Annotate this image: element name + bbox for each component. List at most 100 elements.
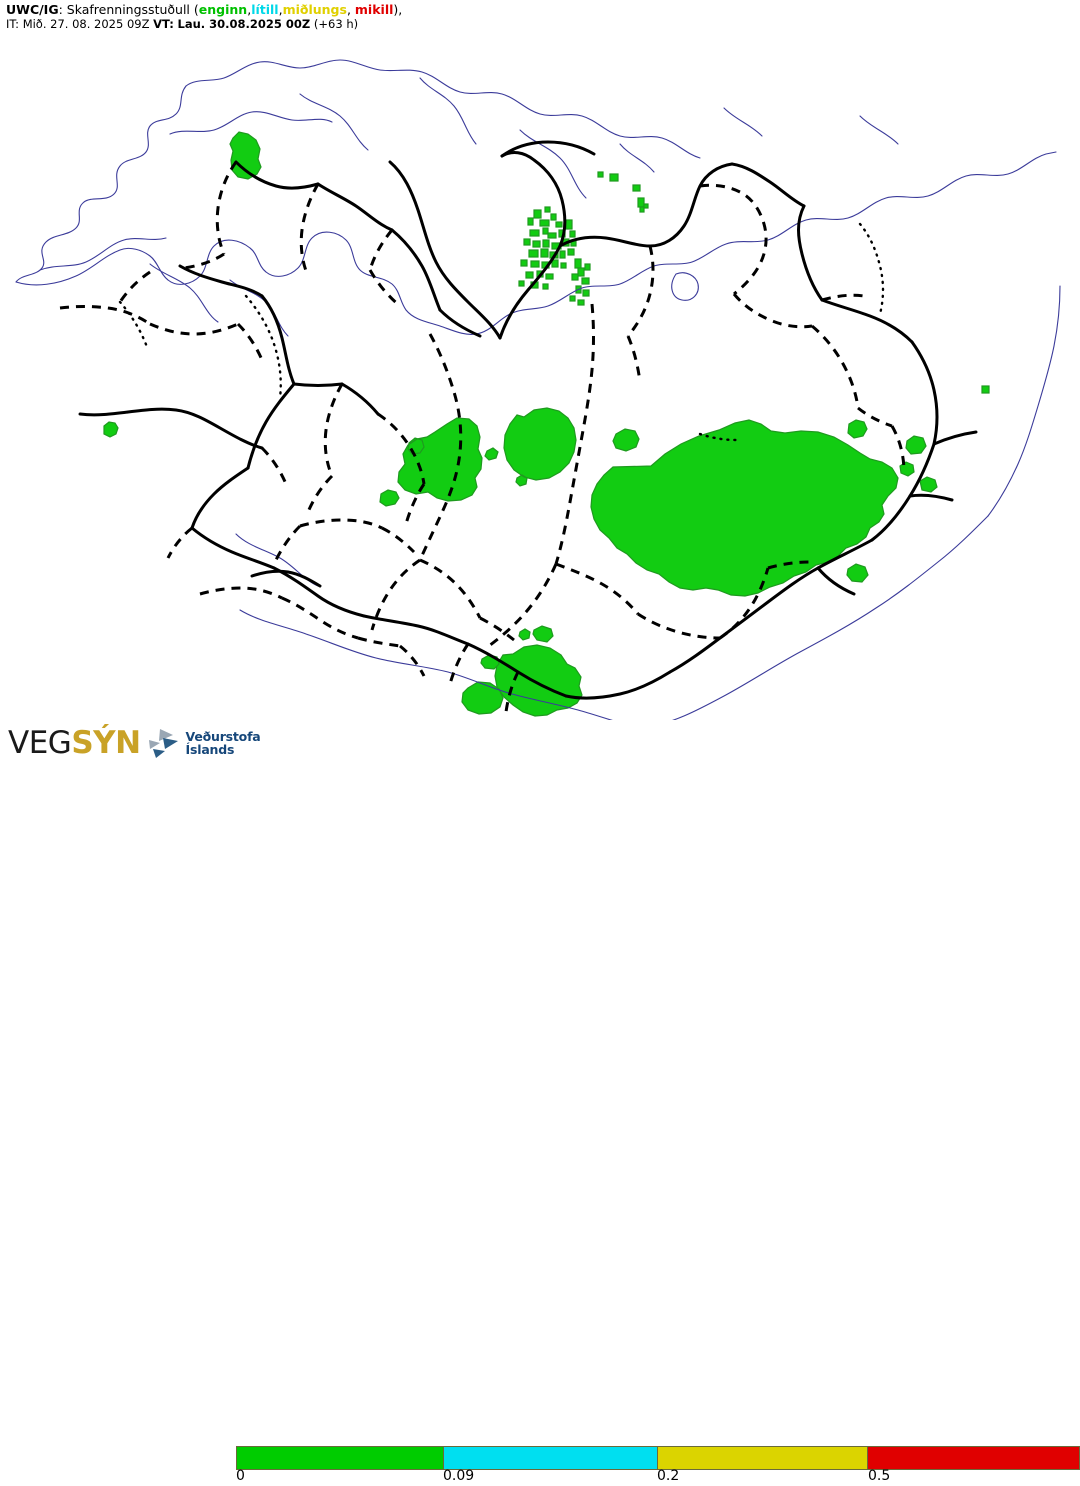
road-dash-sw-6 bbox=[357, 636, 401, 648]
coastline-inner-5 bbox=[723, 107, 763, 137]
road-s-ring4 bbox=[564, 670, 672, 700]
fill-eyjafjallajokull bbox=[461, 681, 504, 715]
sep-0: , bbox=[247, 2, 252, 17]
legend-class-litill: lítill bbox=[251, 2, 279, 17]
coastline-main bbox=[15, 85, 1057, 335]
sep-2: , bbox=[346, 2, 355, 17]
road-dash-ne-hland bbox=[811, 324, 860, 409]
road-dash-w-7 bbox=[260, 446, 288, 485]
road-dash-sw-7 bbox=[399, 644, 426, 677]
fill-drangajokull bbox=[229, 131, 262, 180]
road-dash-se-hland2 bbox=[637, 612, 721, 640]
road-dash-mid-4 bbox=[306, 474, 334, 513]
fill-hofsjokull bbox=[503, 407, 577, 487]
road-s-ring1 bbox=[272, 566, 366, 618]
road-dash-ne-2 bbox=[821, 293, 865, 302]
colour-scale-tick-3: 0.5 bbox=[868, 1468, 891, 1484]
coastline-layer bbox=[15, 59, 1061, 720]
header-line-product: UWC/IG: Skafrenningsstuðull (enginn,líti… bbox=[6, 2, 1074, 17]
fill-s-small-3 bbox=[518, 628, 531, 641]
coastline-se bbox=[671, 515, 989, 720]
road-ne-ring bbox=[820, 298, 914, 344]
road-reykjavik bbox=[250, 569, 322, 588]
footer: VEG SÝN Veðurstofa Íslands 0 0.09 0.2 0.5 bbox=[0, 720, 1080, 1484]
snowdrift-fill-layer bbox=[103, 131, 990, 717]
legend-class-midlungs: miðlungs bbox=[282, 2, 347, 17]
road-dash-se-hland1 bbox=[555, 562, 640, 615]
road-n-mid bbox=[500, 140, 596, 158]
road-e-ring2 bbox=[910, 340, 939, 446]
road-n-trollaskagi bbox=[498, 151, 567, 340]
road-ne bbox=[730, 162, 806, 208]
coastline-nw-2 bbox=[39, 237, 167, 271]
road-dash-westfj-3 bbox=[149, 322, 239, 336]
road-e-spur1 bbox=[932, 430, 978, 446]
init-time-label: IT: bbox=[6, 17, 20, 31]
road-dash-nw-5 bbox=[368, 229, 394, 271]
road-ring-n bbox=[388, 160, 502, 340]
road-dash-n-hland2 bbox=[732, 293, 813, 329]
road-dash-nw-1 bbox=[215, 161, 238, 255]
road-dash-s-9 bbox=[448, 643, 470, 685]
coastline-inner-2 bbox=[419, 77, 477, 145]
colour-segment-mikill[interactable] bbox=[868, 1447, 1079, 1469]
vegsyn-logo[interactable]: VEG SÝN Veðurstofa Íslands bbox=[8, 724, 261, 762]
coastline-inner-1 bbox=[299, 93, 369, 151]
road-dash-nw-6 bbox=[368, 269, 401, 308]
product-code: UWC/IG bbox=[6, 2, 59, 17]
road-dot-2 bbox=[118, 300, 150, 352]
road-nw-1 bbox=[234, 160, 320, 190]
logo-text-veg: VEG bbox=[8, 724, 72, 761]
colour-segment-miðlungs[interactable] bbox=[657, 1447, 869, 1469]
paren-close: ), bbox=[393, 2, 403, 17]
lead-time: (+63 h) bbox=[313, 17, 359, 31]
road-dash-s-hland2 bbox=[419, 558, 482, 619]
header: UWC/IG: Skafrenningsstuðull (enginn,líti… bbox=[6, 2, 1074, 32]
vedurstofa-arrow-icon bbox=[147, 727, 181, 759]
road-dash-sw-1 bbox=[299, 518, 383, 530]
road-dash-sprengisandur bbox=[554, 303, 595, 565]
header-line-times: IT: Mið. 27. 08. 2025 09Z VT: Lau. 30.08… bbox=[6, 17, 1074, 32]
road-dash-sw-2 bbox=[381, 526, 416, 554]
road-dash-s-10 bbox=[504, 671, 520, 713]
road-w-2 bbox=[260, 294, 296, 386]
map-canvas[interactable] bbox=[0, 34, 1080, 720]
road-dash-e-hland bbox=[857, 406, 893, 428]
legend-class-enginn: enginn bbox=[198, 2, 248, 17]
road-sw-2 bbox=[190, 526, 276, 570]
road-dash-westfj-4 bbox=[236, 322, 264, 361]
road-dash-n-4 bbox=[626, 335, 642, 383]
road-centr-2 bbox=[292, 382, 344, 387]
colour-segment-lítill[interactable] bbox=[443, 1447, 658, 1469]
init-time-value: Mið. 27. 08. 2025 09Z bbox=[22, 17, 150, 31]
agency-name-line2: Íslands bbox=[185, 742, 235, 757]
coastline-s bbox=[239, 609, 613, 720]
coastline-nw-1 bbox=[169, 111, 333, 135]
road-dash-westfj-2 bbox=[59, 305, 151, 326]
coastline-e bbox=[987, 285, 1061, 517]
fill-myrdalsjokull bbox=[494, 644, 583, 717]
road-dash-nw-2 bbox=[183, 252, 225, 270]
road-dash-sw-3 bbox=[274, 524, 302, 561]
road-s-ring2 bbox=[362, 614, 470, 646]
fill-trollaskagi-scatter bbox=[518, 171, 649, 306]
fill-ne-dot bbox=[981, 385, 990, 394]
road-dash-e-1 bbox=[890, 425, 906, 473]
road-layer-solid bbox=[78, 140, 978, 700]
road-n-east1 bbox=[558, 162, 734, 248]
logo-text-syn: SÝN bbox=[71, 724, 141, 761]
paren-open: ( bbox=[193, 2, 199, 17]
road-se-spur bbox=[816, 566, 856, 596]
product-name: Skafrenningsstuðull bbox=[66, 2, 190, 17]
colour-scale-bar[interactable] bbox=[236, 1446, 1080, 1470]
road-centr-1 bbox=[438, 308, 482, 338]
sep-1: , bbox=[278, 2, 283, 17]
colour-scale-tick-1: 0.09 bbox=[443, 1468, 475, 1484]
road-dash-n-hland bbox=[699, 183, 768, 296]
colour-segment-enginn[interactable] bbox=[237, 1447, 444, 1469]
road-nw-3 bbox=[390, 228, 442, 312]
road-dash-sw-8 bbox=[166, 526, 193, 559]
road-dash-s-hland3 bbox=[479, 616, 515, 642]
colour-scale-tick-2: 0.2 bbox=[657, 1468, 680, 1484]
road-layer-dotted bbox=[118, 222, 885, 442]
